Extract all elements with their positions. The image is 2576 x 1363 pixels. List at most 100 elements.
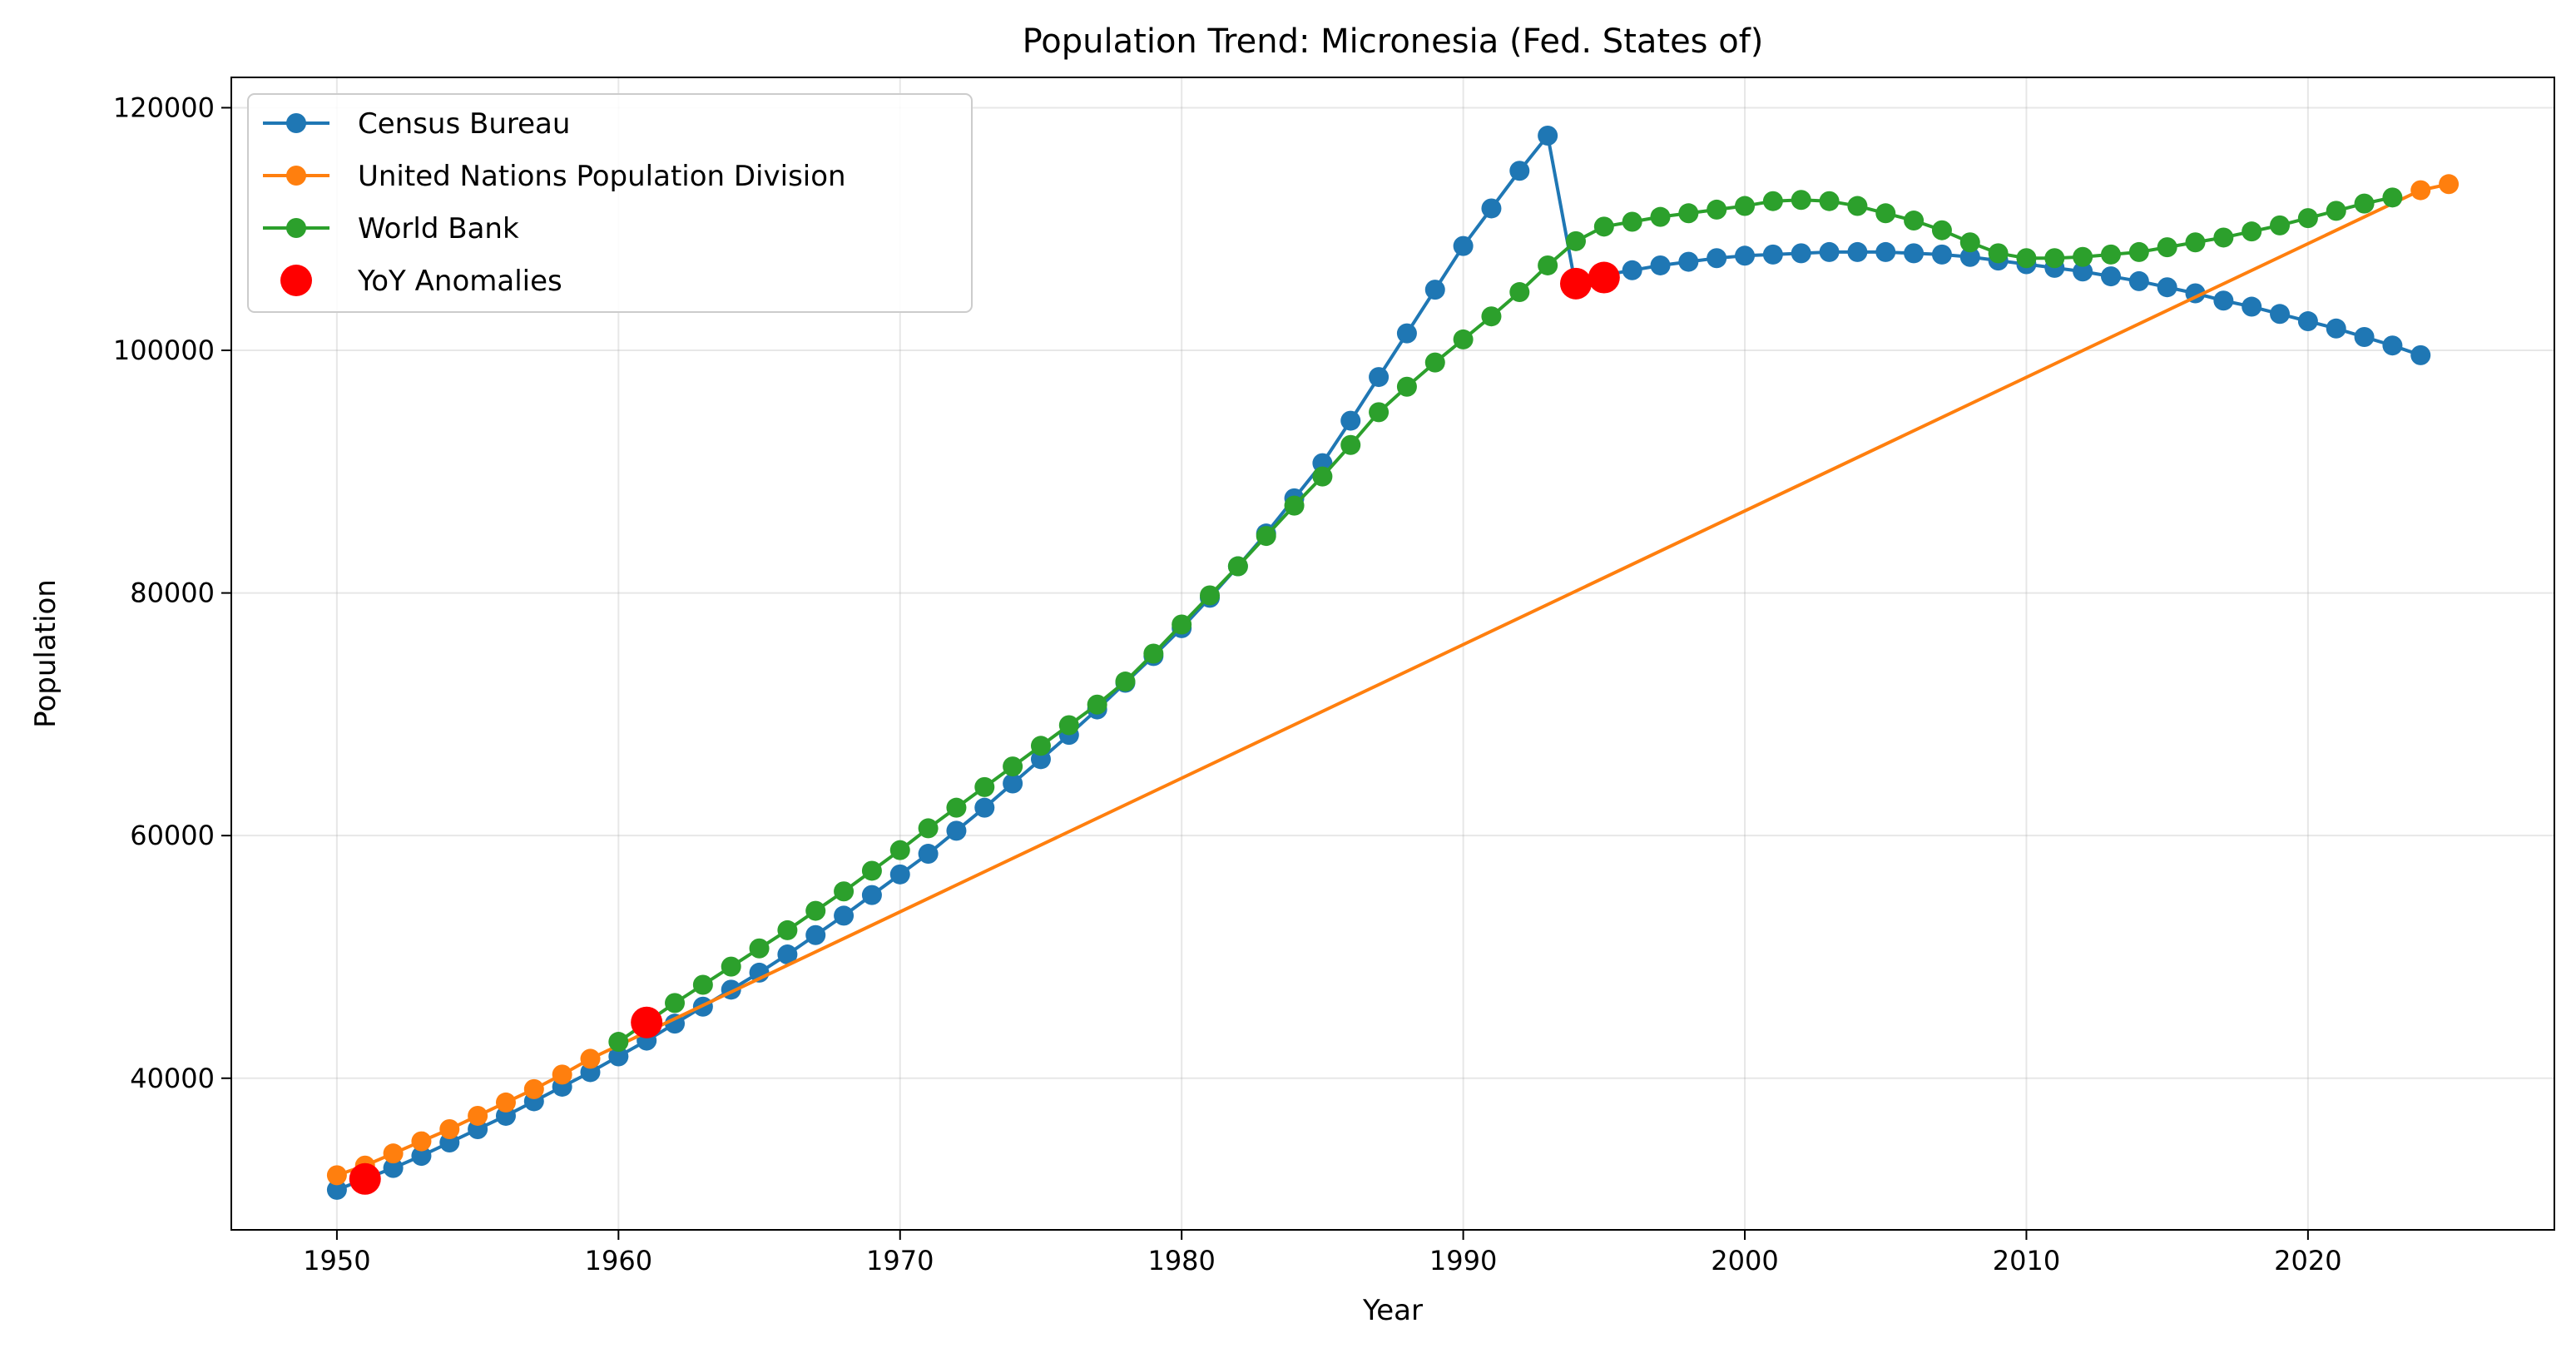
data-point (1622, 260, 1642, 280)
anomaly-point (349, 1162, 381, 1195)
data-point (2242, 221, 2262, 242)
anomaly-point (1588, 261, 1620, 294)
data-point (1453, 329, 1474, 349)
data-point (1396, 323, 1417, 344)
data-point (1481, 306, 1502, 327)
series-line (617, 196, 2393, 1043)
data-point (2242, 296, 2262, 317)
data-point (523, 1078, 544, 1099)
anomaly-point (631, 1006, 663, 1038)
data-point (1200, 585, 1221, 606)
data-point (2157, 237, 2177, 258)
data-point (1509, 161, 1530, 181)
data-point (1678, 203, 1699, 224)
legend-marker (280, 265, 312, 296)
data-point (608, 1046, 629, 1067)
data-point (1340, 410, 1361, 431)
data-point (1650, 206, 1671, 227)
data-point (665, 993, 686, 1014)
data-point (1847, 241, 1868, 262)
data-point (1988, 243, 2009, 264)
data-point (383, 1143, 404, 1164)
data-point (608, 1032, 629, 1053)
data-point (1424, 280, 1445, 300)
x-tick-label: 1990 (1429, 1245, 1497, 1276)
data-point (1003, 756, 1023, 777)
data-point (383, 1157, 404, 1178)
legend-marker (286, 166, 306, 186)
data-point (2326, 318, 2346, 339)
data-point (2410, 344, 2431, 365)
data-point (2410, 180, 2431, 201)
data-point (2100, 266, 2121, 287)
data-point (1172, 614, 1192, 635)
data-point (1959, 246, 1980, 267)
legend-label: Census Bureau (358, 107, 570, 141)
data-point (1256, 526, 1276, 547)
legend-label: YoY Anomalies (357, 265, 562, 298)
data-point (411, 1146, 432, 1167)
x-tick-label: 1950 (303, 1245, 370, 1276)
y-tick-label: 80000 (130, 577, 215, 609)
data-point (1904, 211, 1925, 231)
data-point (2297, 208, 2318, 229)
data-point (2185, 232, 2206, 253)
data-point (1312, 466, 1333, 487)
x-tick-label: 1970 (866, 1245, 934, 1276)
data-point (2073, 246, 2093, 267)
data-point (1819, 191, 1840, 211)
data-point (1931, 244, 1952, 265)
data-point (2128, 241, 2149, 262)
data-point (1003, 773, 1023, 794)
legend-box (247, 93, 973, 313)
data-point (2157, 277, 2177, 298)
data-point (1453, 235, 1474, 256)
anomaly-point (1559, 267, 1592, 300)
x-axis-label: Year (1362, 1294, 1423, 1327)
data-point (1650, 255, 1671, 275)
y-tick-label: 120000 (113, 92, 215, 123)
data-point (2297, 311, 2318, 332)
data-point (946, 820, 967, 841)
data-point (692, 974, 713, 995)
data-point (1593, 216, 1614, 237)
data-point (1875, 203, 1896, 224)
data-point (1284, 495, 1305, 516)
series-2 (608, 187, 2403, 1053)
data-point (2382, 335, 2403, 356)
legend-marker (286, 113, 306, 133)
data-point (1847, 196, 1868, 216)
data-point (889, 840, 910, 860)
data-point (1622, 211, 1642, 232)
data-point (665, 1014, 686, 1034)
data-point (2100, 244, 2121, 265)
data-point (918, 818, 939, 839)
data-point (1396, 376, 1417, 397)
data-point (861, 860, 882, 881)
data-point (2016, 248, 2037, 269)
plot-series (326, 125, 2460, 1200)
data-point (1735, 245, 1756, 266)
data-point (777, 944, 798, 965)
data-point (2213, 227, 2234, 248)
x-tick-label: 2020 (2274, 1245, 2341, 1276)
data-point (2128, 270, 2149, 291)
data-point (2439, 174, 2460, 195)
data-point (495, 1092, 516, 1113)
data-point (2382, 187, 2403, 208)
data-point (1481, 198, 1502, 219)
x-tick-label: 1980 (1147, 1245, 1215, 1276)
data-point (1424, 352, 1445, 373)
y-tick-label: 100000 (113, 335, 215, 366)
data-point (834, 881, 855, 902)
data-point (2326, 201, 2346, 221)
data-point (974, 776, 995, 797)
data-point (1735, 196, 1756, 216)
data-point (439, 1118, 460, 1139)
data-point (468, 1105, 488, 1126)
data-point (1959, 232, 1980, 253)
data-point (834, 905, 855, 926)
data-point (1030, 736, 1051, 756)
data-point (861, 885, 882, 905)
